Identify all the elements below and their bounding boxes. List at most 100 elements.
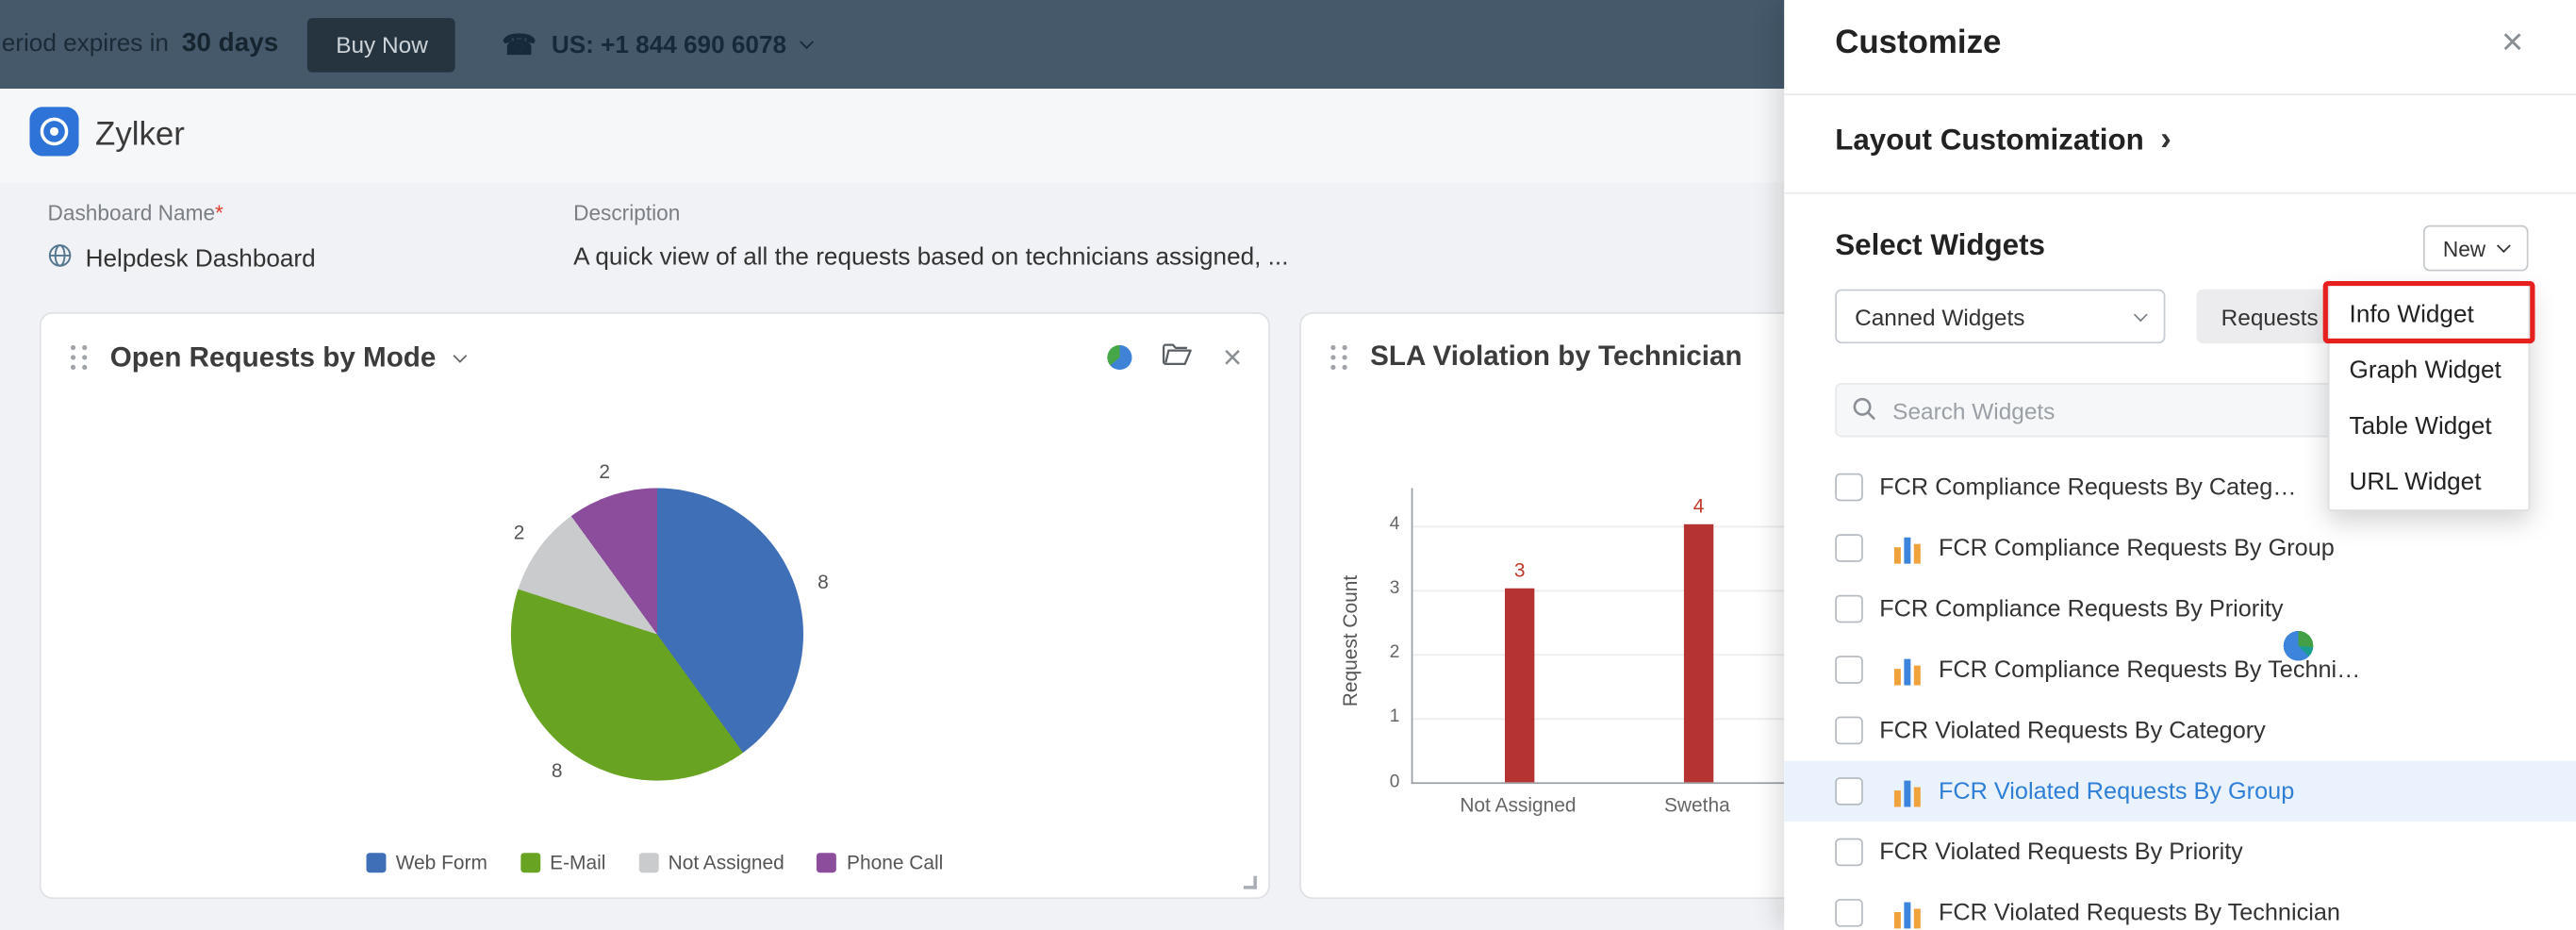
menu-item-info-widget[interactable]: Info Widget — [2329, 286, 2529, 342]
bar — [1504, 589, 1535, 783]
widget-list-item[interactable]: FCR Violated Requests By Category — [1784, 631, 2576, 760]
menu-item-url-widget[interactable]: URL Widget — [2329, 453, 2529, 510]
panel-title: Customize — [1835, 25, 2002, 61]
close-widget-icon[interactable]: × — [1222, 339, 1243, 376]
legend-swatch — [817, 853, 837, 873]
widget-list-item[interactable]: FCR Compliance Requests By Priority — [1784, 578, 2576, 661]
chart-type-icon[interactable] — [1107, 344, 1133, 371]
widget-label: FCR Violated Requests By Category — [1879, 717, 2266, 744]
zylker-logo — [29, 107, 79, 164]
widget-checkbox[interactable] — [1835, 716, 1863, 745]
widget-list-item[interactable]: FCR Compliance Requests By Technician — [1784, 639, 2576, 700]
widget-title: Open Requests by Mode — [109, 340, 437, 373]
pie-value-label: 8 — [551, 758, 563, 783]
pie-value-label: 2 — [599, 459, 611, 484]
widget-list-item[interactable]: FCR Violated Requests By Priority — [1784, 631, 2576, 882]
legend-swatch — [520, 853, 540, 873]
resize-handle[interactable] — [1243, 875, 1257, 889]
dashboard-name-value: Helpdesk Dashboard — [48, 243, 316, 274]
widget-label: FCR Violated Requests By Technician — [1938, 899, 2340, 926]
bar-value-label: 3 — [1513, 558, 1526, 583]
layout-customization-link[interactable]: Layout Customization › — [1835, 121, 2171, 158]
legend-swatch — [638, 853, 659, 873]
support-phone[interactable]: ☎ US: +1 844 690 6078 — [502, 28, 814, 60]
y-tick: 4 — [1389, 514, 1400, 535]
requests-filter-tab[interactable]: Requests — [2196, 289, 2343, 344]
chevron-right-icon: › — [2160, 121, 2171, 158]
trial-expiry-text: eriod expires in 30 days — [2, 29, 278, 58]
legend-swatch — [366, 853, 387, 873]
legend-item: E-Mail — [520, 851, 606, 874]
pie-value-label: 2 — [513, 521, 525, 544]
menu-item-graph-widget[interactable]: Graph Widget — [2329, 341, 2529, 398]
widget-checkbox[interactable] — [1835, 777, 1863, 805]
y-tick: 2 — [1389, 642, 1400, 663]
widget-label: FCR Compliance Requests By Group — [1938, 535, 2335, 562]
phone-icon: ☎ — [502, 28, 537, 60]
sla-bar-plot: 3 4 — [1411, 488, 2060, 785]
trial-days: 30 days — [181, 29, 279, 58]
bar-widget-icon — [1892, 533, 1922, 563]
customize-panel: Customize × Layout Customization › Selec… — [1784, 0, 2576, 930]
drag-handle-icon[interactable] — [70, 344, 88, 371]
buy-now-button[interactable]: Buy Now — [307, 17, 456, 72]
widget-checkbox[interactable] — [1835, 899, 1863, 927]
bar-widget-icon — [1892, 898, 1922, 928]
select-widgets-heading: Select Widgets — [1835, 228, 2046, 262]
description-label: Description — [573, 200, 681, 225]
phone-number: US: +1 844 690 6078 — [551, 30, 787, 58]
bar-group: 4 — [1683, 494, 1714, 783]
description-value: A quick view of all the requests based o… — [573, 242, 1289, 272]
pie-value-label: 8 — [817, 570, 829, 593]
new-widget-menu: Info Widget Graph Widget Table Widget UR… — [2327, 284, 2531, 511]
widget-checkbox[interactable] — [1835, 656, 1863, 684]
chevron-down-icon[interactable] — [454, 348, 468, 362]
canned-widgets-dropdown[interactable]: Canned Widgets — [1835, 289, 2166, 344]
widget-checkbox[interactable] — [1835, 838, 1863, 867]
widget-checkbox[interactable] — [1835, 534, 1863, 562]
widget-title: SLA Violation by Technician — [1370, 340, 1742, 372]
legend-label: Not Assigned — [668, 851, 784, 874]
globe-icon — [48, 243, 73, 274]
legend-label: Phone Call — [847, 851, 944, 874]
widget-list-item[interactable]: FCR Violated Requests By Technician — [1784, 883, 2576, 930]
chevron-down-icon — [2133, 307, 2148, 322]
close-panel-icon[interactable]: × — [2501, 19, 2524, 63]
bar-group: 3 — [1504, 558, 1535, 783]
x-category-label: Not Assigned — [1460, 793, 1577, 817]
bar-widget-icon — [1892, 655, 1922, 685]
chevron-down-icon — [2496, 239, 2511, 254]
y-tick: 3 — [1389, 578, 1400, 599]
legend-label: Web Form — [395, 851, 487, 874]
search-icon — [1852, 396, 1876, 429]
widget-list: FCR Compliance Requests By Category FCR … — [1784, 457, 2576, 930]
bar-widget-icon — [1892, 776, 1922, 806]
pie-chart — [510, 488, 804, 781]
widget-label: FCR Violated Requests By Group — [1938, 778, 2295, 805]
widget-label: FCR Violated Requests By Priority — [1879, 839, 2243, 866]
widget-checkbox[interactable] — [1835, 473, 1863, 502]
widget-list-item[interactable]: FCR Violated Requests By Group — [1784, 760, 2576, 822]
legend-item: Web Form — [366, 852, 487, 874]
legend-item: Phone Call — [817, 851, 944, 874]
widget-label: FCR Compliance Requests By Priority — [1879, 595, 2284, 623]
new-widget-button[interactable]: New — [2422, 224, 2529, 272]
widget-list-item[interactable]: FCR Compliance Requests By Group — [1784, 518, 2576, 578]
menu-item-table-widget[interactable]: Table Widget — [2329, 397, 2529, 454]
trial-text: eriod expires in — [1, 29, 169, 58]
legend-label: E-Mail — [550, 851, 606, 874]
folder-icon[interactable] — [1162, 340, 1193, 375]
widget-checkbox[interactable] — [1835, 594, 1863, 623]
y-axis-label: Request Count — [1339, 574, 1362, 707]
y-tick: 0 — [1389, 772, 1400, 792]
y-tick: 1 — [1389, 706, 1400, 727]
legend-item: Not Assigned — [638, 852, 784, 874]
brand-name: Zylker — [95, 116, 185, 154]
dashboard-name-label: Dashboard Name* — [47, 200, 223, 225]
pie-widget-icon — [2283, 631, 2314, 661]
widget-label: FCR Compliance Requests By Category — [1879, 473, 2304, 501]
bar-value-label: 4 — [1693, 494, 1705, 518]
pie-legend: Web Form E-Mail Not Assigned Phone Call — [41, 852, 1269, 874]
drag-handle-icon[interactable] — [1330, 344, 1347, 370]
